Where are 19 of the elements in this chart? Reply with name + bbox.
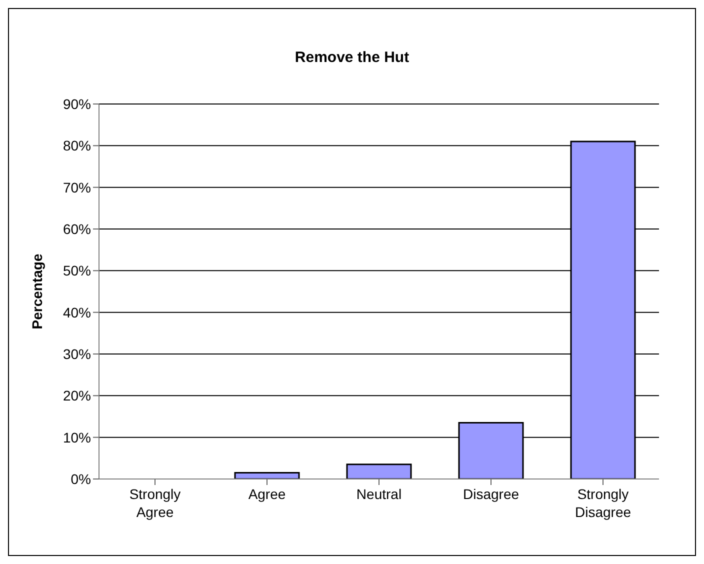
y-tick-label: 50% [62, 262, 91, 279]
y-tick-label: 60% [62, 220, 91, 237]
y-tick-label: 80% [62, 138, 91, 154]
y-tick-label: 10% [62, 429, 91, 446]
bar [234, 472, 300, 479]
y-axis-title: Percentage [28, 254, 45, 330]
bar [346, 464, 412, 479]
y-tick-label: 30% [62, 346, 91, 362]
y-tick-label: 0% [70, 470, 91, 487]
x-tick-label: Agree [248, 486, 286, 502]
x-tick-label: Strongly Disagree [574, 486, 632, 520]
x-tick-label: Disagree [462, 486, 520, 502]
y-tick-label: 20% [62, 388, 91, 404]
y-tick-label: 70% [62, 179, 91, 196]
y-tick-label: 40% [62, 304, 91, 320]
y-tick-label: 90% [62, 96, 91, 112]
x-tick-label: Neutral [356, 486, 402, 502]
chart-title: Remove the Hut [294, 49, 410, 66]
x-tick-label: Strongly Agree [129, 486, 181, 520]
